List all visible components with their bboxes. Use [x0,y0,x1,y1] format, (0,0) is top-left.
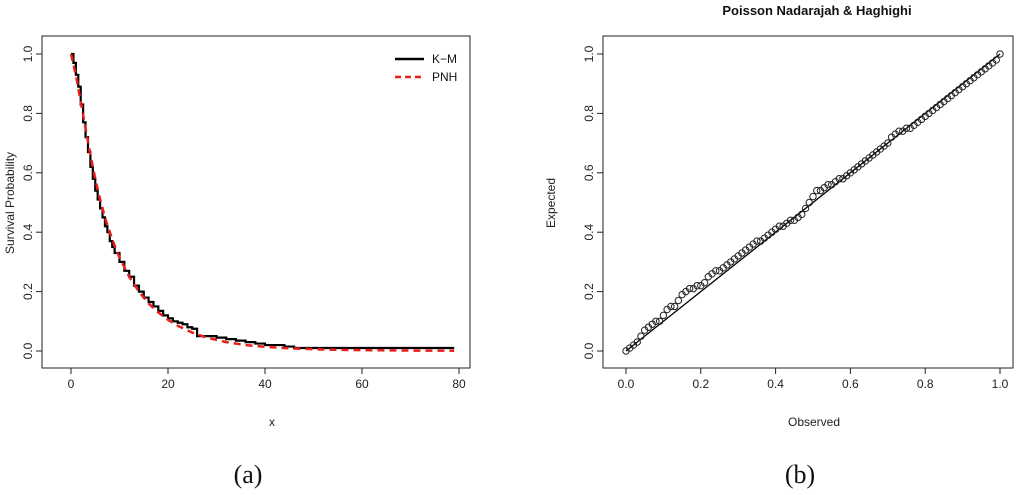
panel-a-y-tick-label: 0.8 [21,105,35,122]
series-km-line [71,52,455,350]
scatter-point [809,192,817,201]
panel-b-y-tick-label: 1.0 [582,45,596,62]
scatter-point [835,175,843,183]
panel-a-km-plot: Survival Probability x K−M PNH (a) 0 20 40… [3,35,471,489]
panel-a-y-tick-label: 0.2 [21,283,35,300]
panel-b-y-tick-label: 0.6 [582,164,596,181]
panel-a-x-tick-label: 80 [452,377,466,391]
scatter-point [895,127,903,135]
scatter-point [685,284,694,293]
caption-a: (a) [234,460,263,489]
panel-b-pp-plot: Poisson Nadarajah & Haghighi Expected Ob… [544,3,1014,489]
panel-a-x-tick-label: 40 [258,377,272,391]
panel-a-x-tick-label: 60 [355,377,369,391]
scatter-point [670,302,679,311]
panel-b-x-tick-label: 0.8 [917,377,934,391]
panel-b-y-tick-label: 0.0 [582,342,596,359]
scatter-point [884,139,892,147]
scatter-point [996,50,1004,58]
scatter-point [775,222,784,230]
panel-a-frame [41,35,471,369]
caption-b: (b) [785,460,815,489]
scatter-point [786,216,795,225]
panel-b-x-tick-label: 0.2 [692,377,709,391]
panel-a-x-tick-label: 20 [161,377,175,391]
panel-a-x-tick-label: 0 [68,377,75,391]
panel-b-xlabel: Observed [788,415,840,429]
panel-b-x-tick-label: 0.0 [618,377,635,391]
scatter-point [753,237,761,245]
reference-line [625,53,1001,352]
panel-b-x-tick-label: 0.6 [842,377,859,391]
scatter-point [674,296,683,305]
scatter-point [824,180,832,189]
scatter-point [655,317,664,325]
scatter-point [805,198,813,207]
panel-b-x-tick-label: 1.0 [992,377,1009,391]
scatter-point [667,302,675,311]
scatter-point [693,281,701,290]
scatter-point [992,56,1000,64]
scatter-point [700,278,709,287]
scatter-point [902,124,911,132]
scatter-point [652,317,660,325]
panel-b-y-tick-label: 0.2 [582,283,596,300]
scatter-point [801,204,810,213]
panel-a-legend: K−M PNH [395,52,457,84]
panel-b-x-tick-label: 0.4 [767,377,784,391]
panel-b-ylabel: Expected [544,178,558,228]
panel-a-y-tick-label: 0.0 [21,342,35,359]
scatter-point [659,311,668,320]
legend-pnh-label: PNH [432,70,457,84]
legend-km-label: K−M [432,52,457,66]
panel-a-y-tick-label: 1.0 [21,45,35,62]
panel-a-ylabel: Survival Probability [3,152,17,254]
panel-a-xlabel: x [269,415,275,429]
series-pnh-line [69,53,455,352]
panel-b-y-tick-label: 0.8 [582,105,596,122]
scatter-point [813,186,821,195]
panel-a-y-tick-label: 0.4 [21,224,35,241]
scatter-point [637,332,645,340]
panel-a-y-tick-label: 0.6 [21,164,35,181]
scatter-point [712,267,720,275]
panel-b-y-tick-label: 0.4 [582,224,596,241]
panel-b-title: Poisson Nadarajah & Haghighi [722,3,911,18]
scatter-point [798,210,806,219]
scatter-point [633,338,641,346]
